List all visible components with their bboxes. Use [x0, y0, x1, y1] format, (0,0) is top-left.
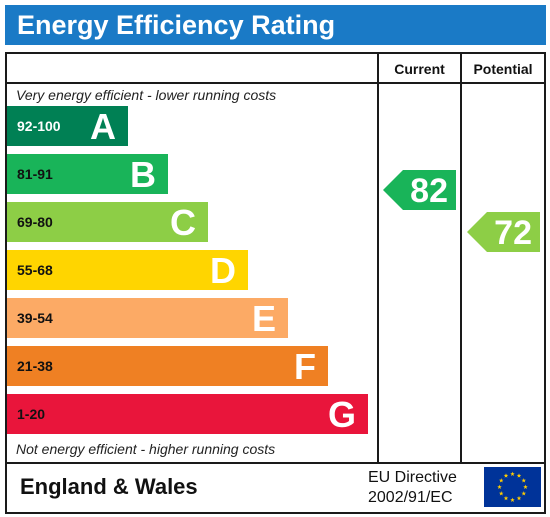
- band-letter-label: D: [210, 250, 236, 291]
- band-d: 55-68 D: [7, 250, 248, 291]
- flag-star: [498, 478, 504, 483]
- rating-table: [5, 52, 546, 514]
- band-b: 81-91 B: [7, 154, 168, 195]
- band-letter-label: E: [251, 298, 276, 339]
- flag-star: [521, 491, 527, 496]
- band-letter-label: F: [294, 346, 316, 387]
- flag-star: [497, 484, 502, 489]
- header-divider: [7, 82, 544, 84]
- footer-divider: [7, 462, 544, 464]
- flag-star: [521, 478, 527, 483]
- band-range-label: 1-20: [17, 406, 46, 422]
- band-range-label: 21-38: [17, 358, 53, 374]
- current-arrow-shape: [383, 170, 456, 210]
- region-label: England & Wales: [20, 474, 198, 499]
- band-c: 69-80 C: [7, 202, 208, 243]
- eu-directive-line1: EU Directive: [368, 469, 457, 486]
- page-title: Energy Efficiency Rating: [5, 5, 546, 45]
- band-g: 1-20 G: [7, 394, 368, 435]
- flag-star: [503, 473, 509, 478]
- band-range-label: 39-54: [17, 310, 53, 326]
- band-range-label: 69-80: [17, 214, 53, 230]
- band-a: 92-100 A: [7, 106, 128, 147]
- flag-star: [510, 471, 515, 476]
- band-letter-label: B: [130, 154, 156, 195]
- potential-column-divider: [460, 54, 462, 462]
- band-letter-label: C: [170, 202, 196, 243]
- band-letter-label: G: [327, 394, 356, 435]
- current-rating-value: 82: [410, 172, 448, 210]
- flag-star: [503, 495, 509, 501]
- current-column-header: Current: [394, 61, 445, 77]
- bottom-note: Not energy efficient - higher running co…: [16, 441, 276, 457]
- band-range-label: 81-91: [17, 166, 53, 182]
- current-column-divider: [377, 54, 379, 462]
- band-range-label: 55-68: [17, 262, 53, 278]
- current-rating-arrow: 82: [383, 170, 456, 210]
- flag-star: [516, 473, 522, 478]
- band-letter-label: A: [90, 106, 116, 147]
- potential-column-header: Potential: [473, 61, 533, 77]
- flag-star: [516, 495, 522, 501]
- potential-arrow-shape: [467, 212, 540, 252]
- flag-star: [498, 491, 504, 496]
- flag-star: [523, 484, 528, 489]
- eu-directive: EU Directive 2002/91/EC: [368, 468, 457, 508]
- band-range-label: 92-100: [17, 118, 61, 134]
- band-e: 39-54 E: [7, 298, 288, 339]
- top-note: Very energy efficient - lower running co…: [16, 87, 277, 103]
- potential-rating-arrow: 72: [467, 212, 540, 252]
- potential-rating-value: 72: [494, 214, 532, 252]
- flag-star: [510, 497, 515, 502]
- band-f: 21-38 F: [7, 346, 328, 387]
- eu-directive-line2: 2002/91/EC: [368, 489, 453, 506]
- eu-flag-icon: [484, 467, 541, 507]
